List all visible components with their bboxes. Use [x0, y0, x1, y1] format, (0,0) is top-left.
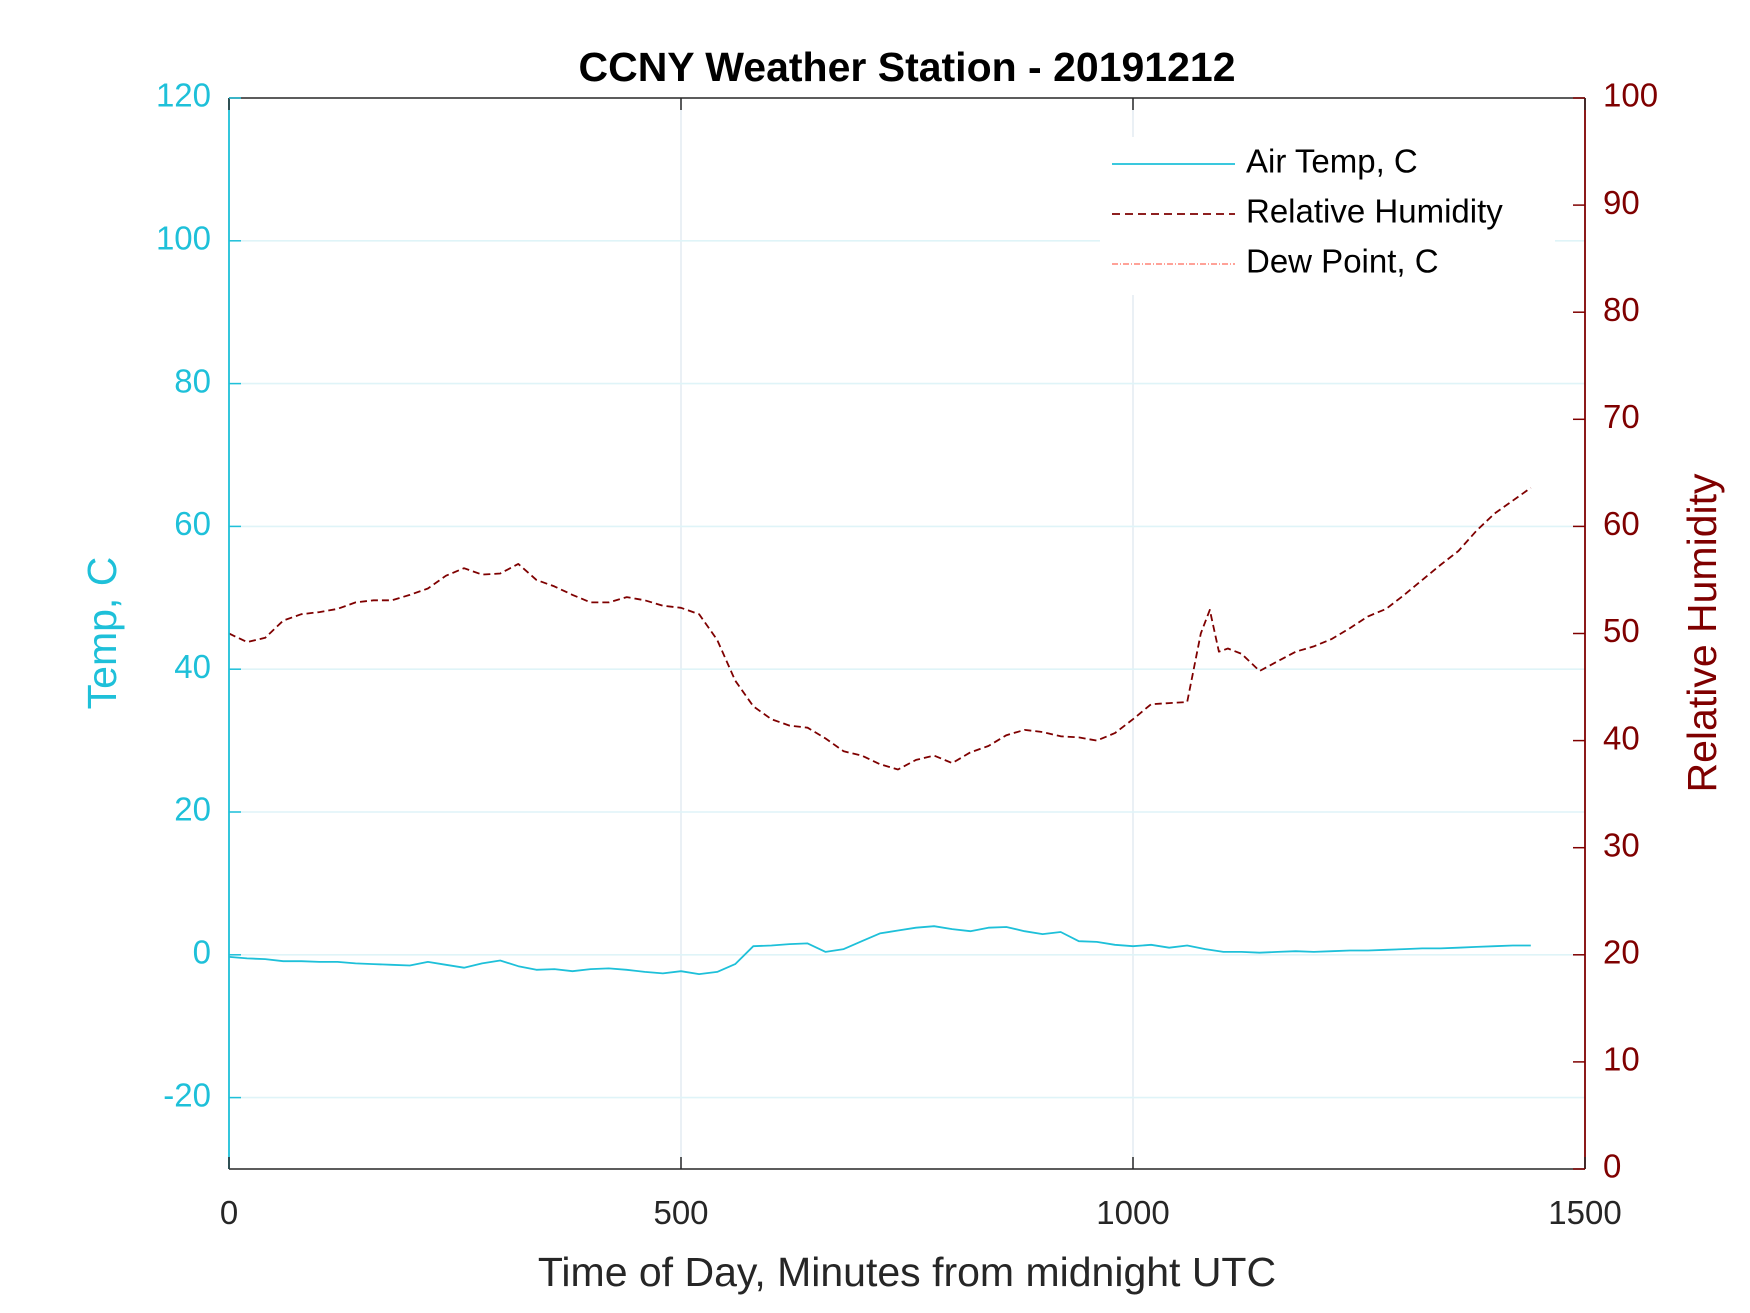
axes: 0 500 1000 1500 -20 0 20 40 60 80 100 120 0 10 20 30 40 5…: [156, 77, 1658, 1231]
x-tick-label: 1500: [1548, 1194, 1621, 1231]
x-axis-title: Time of Day, Minutes from midnight UTC: [538, 1249, 1276, 1295]
y-left-tick-label: -20: [163, 1076, 211, 1113]
y-right-tick-label: 60: [1603, 505, 1640, 542]
series-line-0: [228, 925, 1531, 975]
x-tick-label: 0: [220, 1194, 238, 1231]
y-left-tick-label: 100: [156, 220, 211, 257]
legend-label-dew-point: Dew Point, C: [1246, 243, 1439, 280]
y-right-tick-label: 80: [1603, 291, 1640, 328]
y-left-tick-label: 0: [193, 934, 211, 971]
y-right-tick-label: 30: [1603, 826, 1640, 863]
y-left-tick-label: 40: [174, 648, 211, 685]
y-left-tick-label: 60: [174, 505, 211, 542]
y-right-tick-label: 100: [1603, 77, 1658, 114]
legend-label-relative-humidity: Relative Humidity: [1246, 193, 1503, 230]
legend: Air Temp, C Relative Humidity Dew Point,…: [1100, 137, 1555, 295]
chart-title: CCNY Weather Station - 20191212: [578, 44, 1235, 90]
y-right-tick-label: 0: [1603, 1148, 1621, 1185]
y-left-axis-title: Temp, C: [79, 557, 125, 710]
y-right-tick-label: 40: [1603, 719, 1640, 756]
y-right-axis-title: Relative Humidity: [1679, 473, 1725, 792]
y-left-tick-label: 80: [174, 362, 211, 399]
x-tick-label: 1000: [1096, 1194, 1169, 1231]
y-right-tick-label: 70: [1603, 398, 1640, 435]
x-tick-label: 500: [653, 1194, 708, 1231]
y-left-tick-label: 20: [174, 791, 211, 828]
series-layer: [228, 487, 1532, 975]
y-left-tick-label: 120: [156, 77, 211, 114]
gridlines: [229, 98, 1585, 1169]
y-right-tick-label: 20: [1603, 934, 1640, 971]
y-right-tick-label: 10: [1603, 1041, 1640, 1078]
legend-label-air-temp: Air Temp, C: [1246, 143, 1418, 180]
series-line-1: [228, 487, 1532, 771]
y-right-tick-label: 90: [1603, 184, 1640, 221]
y-right-tick-label: 50: [1603, 612, 1640, 649]
